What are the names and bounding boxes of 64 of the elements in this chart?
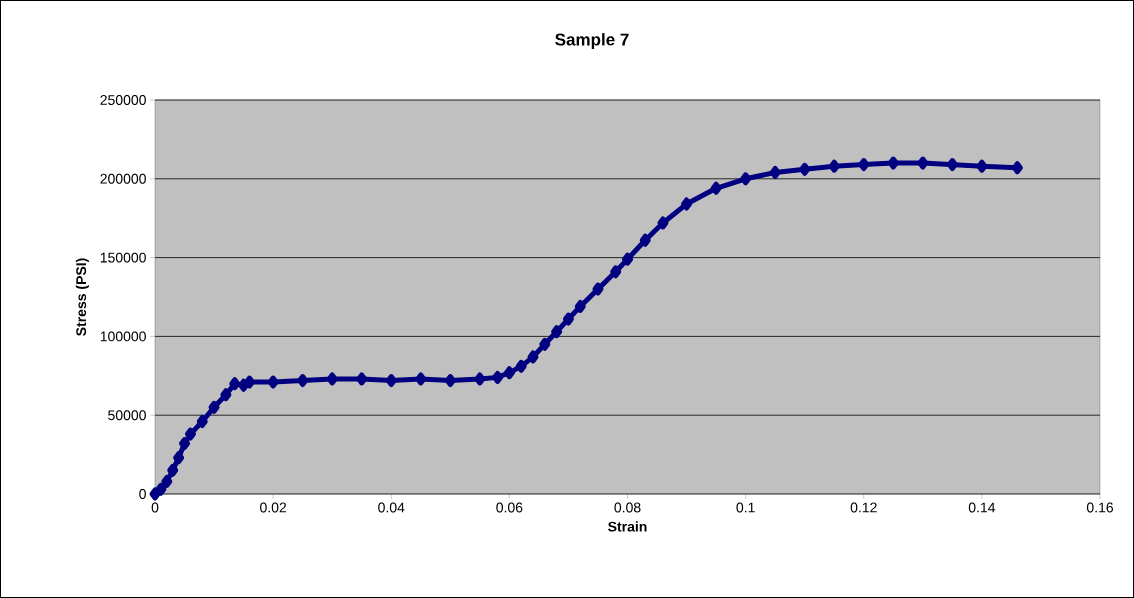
point — [592, 282, 604, 296]
point — [657, 216, 669, 230]
y-tick-label: 100000 — [100, 331, 146, 342]
point — [267, 375, 279, 389]
point — [220, 388, 232, 402]
x-tick-label: 0.06 — [496, 502, 523, 513]
point — [799, 162, 811, 176]
point — [1011, 161, 1023, 175]
point — [887, 156, 899, 170]
y-tick-label: 150000 — [100, 252, 146, 263]
point — [681, 197, 693, 211]
point — [167, 463, 179, 477]
point — [326, 372, 338, 386]
point — [622, 252, 634, 266]
point — [444, 374, 456, 388]
point — [551, 325, 563, 339]
point — [769, 166, 781, 179]
y-tick-label: 250000 — [100, 95, 146, 105]
point — [562, 312, 574, 326]
x-tick-label: 0 — [151, 502, 159, 513]
point — [385, 374, 397, 388]
x-tick-label: 0.16 — [1086, 502, 1114, 513]
point — [297, 374, 309, 388]
x-tick-label: 0.04 — [378, 502, 405, 513]
point — [356, 372, 368, 386]
point — [492, 370, 504, 384]
y-tick-label: 0 — [139, 489, 146, 499]
point — [710, 181, 722, 195]
x-tick-label: 0.12 — [850, 502, 877, 513]
point — [155, 482, 167, 496]
point — [149, 487, 161, 501]
point — [574, 299, 586, 313]
point — [858, 158, 870, 172]
point — [161, 474, 173, 488]
y-tick-label: 200000 — [100, 173, 146, 184]
chart-title: Sample 7 — [555, 33, 629, 49]
x-tick-label: 0.14 — [968, 502, 996, 513]
x-tick-label: 0.1 — [736, 502, 755, 513]
point — [179, 437, 191, 451]
point — [474, 372, 486, 386]
y-axis-title: Stress (PSI) — [75, 258, 89, 336]
point — [503, 366, 515, 380]
point — [639, 233, 651, 247]
x-tick-label: 0.08 — [614, 502, 641, 513]
point — [976, 159, 988, 173]
point — [610, 265, 622, 279]
point — [238, 378, 250, 392]
point — [527, 350, 539, 364]
point — [828, 159, 840, 173]
point — [173, 451, 185, 465]
x-tick-label: 0.02 — [260, 502, 287, 513]
point — [244, 375, 256, 389]
y-tick-label: 50000 — [108, 410, 146, 421]
point — [415, 372, 427, 386]
point — [184, 427, 196, 441]
point — [539, 337, 551, 351]
point — [229, 377, 241, 391]
point — [515, 359, 527, 373]
point — [917, 156, 929, 170]
point — [196, 415, 208, 428]
point — [208, 400, 220, 414]
point — [740, 172, 752, 186]
point — [946, 158, 958, 172]
x-axis-title: Strain — [608, 521, 647, 532]
